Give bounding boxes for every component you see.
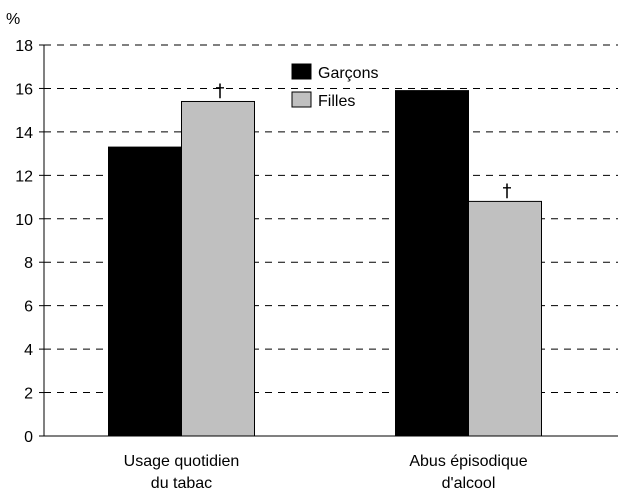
bar-filles-0	[181, 100, 255, 437]
y-axis-label: %	[6, 11, 20, 28]
y-axis-ticks: 0 2 4 6 8 10 12 14 16 18	[15, 38, 44, 446]
y-tick-label: 12	[15, 168, 33, 185]
legend-swatch	[291, 91, 312, 108]
legend-label: Garçons	[318, 65, 378, 82]
dagger-annotation: †	[503, 180, 512, 201]
bars	[108, 90, 542, 437]
annotations: ††	[216, 80, 512, 201]
category-label: d'alcool	[442, 475, 496, 492]
y-tick-label: 14	[15, 125, 33, 142]
legend-label: Filles	[318, 93, 355, 110]
category-label: Usage quotidien	[124, 453, 240, 470]
y-tick-label: 8	[24, 255, 33, 272]
y-tick-label: 0	[24, 429, 33, 446]
dagger-annotation: †	[216, 80, 225, 101]
category-labels: Usage quotidien du tabac Abus épisodique d'…	[124, 453, 528, 492]
bar-filles-1	[468, 200, 542, 437]
bar-garcons-0	[108, 146, 182, 437]
y-tick-label: 6	[24, 299, 33, 316]
category-label: Abus épisodique	[409, 453, 527, 470]
bar-garcons-1	[395, 90, 469, 437]
y-tick-label: 16	[15, 81, 33, 98]
category-label: du tabac	[151, 475, 212, 492]
y-tick-label: 10	[15, 212, 33, 229]
y-tick-label: 4	[24, 342, 33, 359]
legend: Garçons Filles	[291, 63, 378, 110]
y-tick-label: 2	[24, 386, 33, 403]
legend-swatch	[291, 63, 312, 80]
y-tick-label: 18	[15, 38, 33, 55]
